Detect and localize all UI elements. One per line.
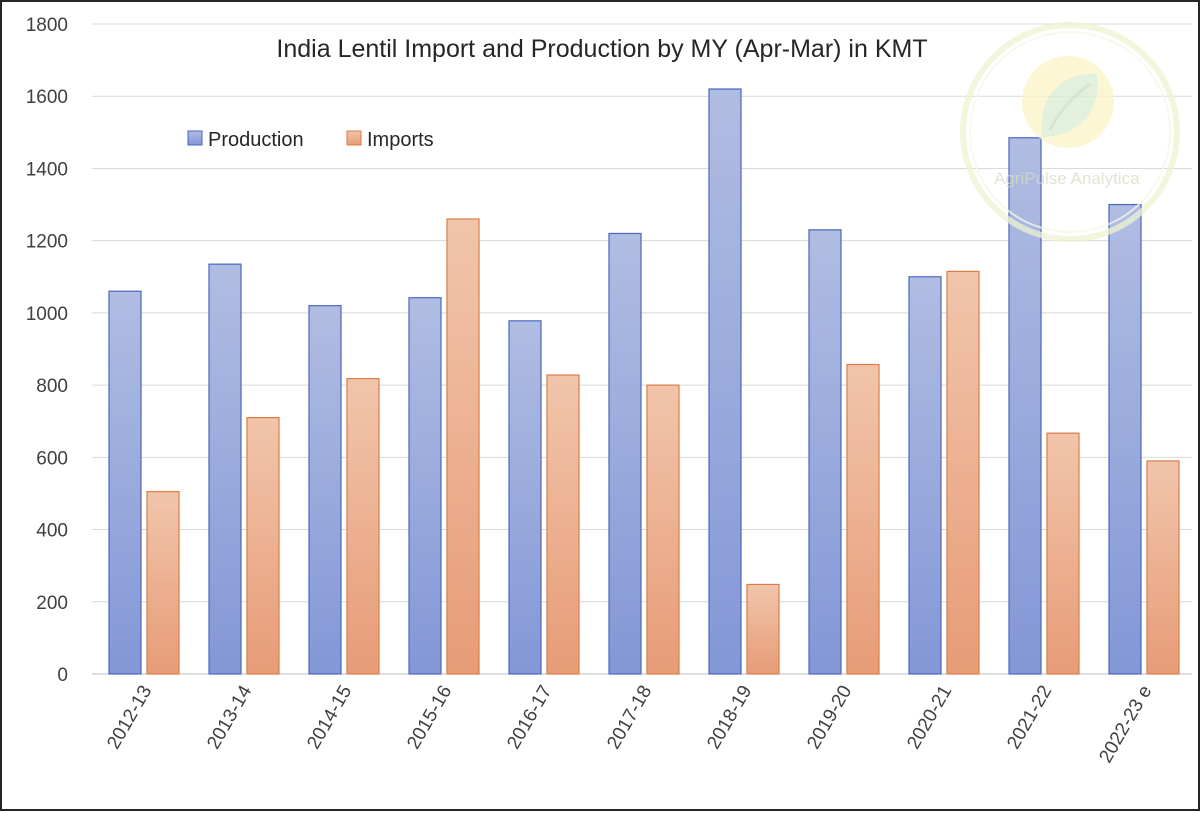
y-tick-label: 1600: [26, 87, 68, 108]
legend: Production Imports: [187, 129, 434, 151]
y-tick-label: 600: [36, 448, 68, 469]
bar-production: [608, 232, 642, 675]
bar-imports: [446, 218, 480, 675]
legend-label-production: Production: [208, 129, 304, 151]
x-tick-label: 2014-15: [303, 682, 356, 753]
bar-production: [908, 276, 942, 675]
bar-imports: [146, 491, 180, 675]
x-tick-label: 2019-20: [803, 682, 856, 753]
y-tick-label: 1400: [26, 159, 68, 180]
bar-production: [708, 88, 742, 675]
bars: [108, 88, 1180, 675]
bar-production: [508, 320, 542, 675]
bar-imports: [346, 378, 380, 675]
bar-imports: [746, 583, 780, 675]
x-tick-label: 2020-21: [903, 682, 956, 753]
x-tick-label: 2018-19: [703, 682, 756, 753]
bar-imports: [946, 270, 980, 675]
bar-imports: [546, 374, 580, 675]
bar-production: [808, 229, 842, 675]
bar-production: [208, 263, 242, 675]
y-tick-label: 200: [36, 593, 68, 614]
bar-production: [408, 297, 442, 675]
x-tick-label: 2013-14: [203, 682, 256, 753]
bar-production: [108, 290, 142, 675]
watermark-text: AgriPulse Analytica: [994, 169, 1140, 188]
bar-imports: [246, 417, 280, 675]
y-axis-ticks: 0 200 400 600 800 1000 1200 1400 1600 1800: [26, 15, 68, 686]
y-tick-label: 0: [57, 665, 68, 686]
x-tick-label: 2021-22: [1003, 682, 1056, 753]
bar-imports: [1146, 460, 1180, 675]
legend-swatch-imports: [346, 130, 362, 146]
x-axis-ticks: 2012-13 2013-14 2014-15 2015-16 2016-17 2017-…: [103, 682, 1156, 767]
watermark-logo: AgriPulse Analytica: [960, 22, 1180, 242]
y-tick-label: 400: [36, 521, 68, 542]
x-tick-label: 2017-18: [603, 682, 656, 753]
bar-imports: [846, 363, 880, 675]
y-tick-label: 1800: [26, 15, 68, 36]
x-tick-label: 2015-16: [403, 682, 456, 753]
chart-title: India Lentil Import and Production by MY…: [276, 35, 927, 63]
x-tick-label: 2012-13: [103, 682, 156, 753]
bar-production: [1108, 203, 1142, 675]
y-tick-label: 800: [36, 376, 68, 397]
bar-imports: [1046, 432, 1080, 675]
bar-production: [308, 305, 342, 675]
bar-production: [1008, 137, 1042, 675]
y-tick-label: 1200: [26, 232, 68, 253]
y-tick-label: 1000: [26, 304, 68, 325]
legend-swatch-production: [187, 130, 203, 146]
bar-imports: [646, 384, 680, 675]
x-tick-label: 2016-17: [503, 682, 556, 753]
x-tick-label: 2022-23 e: [1095, 682, 1156, 767]
legend-label-imports: Imports: [367, 129, 434, 151]
